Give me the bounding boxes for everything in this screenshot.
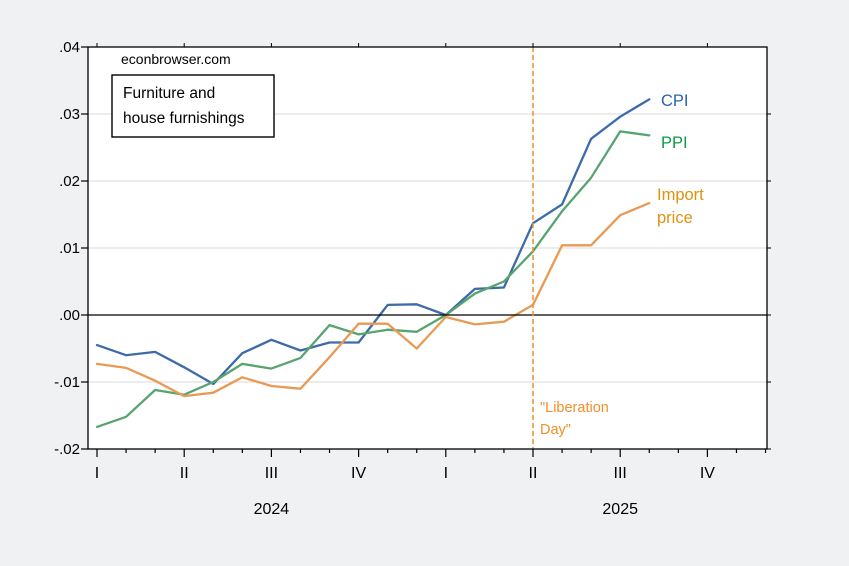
- x-axis-year-label: 2025: [602, 501, 638, 518]
- title-box-frame: [111, 74, 275, 138]
- title-line-2: house furnishings: [123, 110, 245, 127]
- x-axis-quarter-label: II: [529, 465, 538, 482]
- y-axis-tick-label: .00: [59, 307, 80, 324]
- x-axis-quarter-label: IV: [351, 465, 366, 482]
- watermark-text: econbrowser.com: [121, 51, 231, 67]
- liberation-day-annotation-line1: "Liberation: [540, 400, 609, 416]
- y-axis-tick-label: .04: [59, 39, 80, 56]
- y-axis-tick-label: -.02: [54, 441, 80, 458]
- axis-ticks-layer: [81, 43, 771, 457]
- x-axis-quarter-label: I: [444, 465, 448, 482]
- x-axis-quarter-label: II: [180, 465, 189, 482]
- axis-labels-layer: .04.03.02.01.00-.01-.02I II III IV I II III IV2…: [54, 39, 715, 518]
- x-axis-quarter-label: III: [265, 465, 278, 482]
- cpi-series-label: CPI: [661, 92, 689, 110]
- liberation-day-annotation-line2: Day": [540, 422, 571, 438]
- import-price-line: [95, 201, 651, 398]
- y-axis-tick-label: .01: [59, 240, 80, 257]
- title-box: Furniture and house furnishings: [111, 74, 275, 138]
- title-line-1: Furniture and: [123, 85, 215, 102]
- import-price-label-line2: price: [657, 209, 693, 227]
- y-axis-tick-label: .03: [59, 106, 80, 123]
- data-series-layer: [95, 98, 651, 429]
- x-axis-quarter-label: IV: [700, 465, 715, 482]
- y-axis-tick-label: -.01: [54, 374, 80, 391]
- y-axis-tick-label: .02: [59, 173, 80, 190]
- ppi-line: [95, 130, 651, 429]
- x-axis-quarter-label: I: [95, 465, 99, 482]
- ppi-series-label: PPI: [661, 134, 688, 152]
- import-price-label-line1: Import: [657, 186, 704, 204]
- plot-frame: [87, 46, 768, 450]
- x-axis-year-label: 2024: [254, 501, 290, 518]
- x-axis-quarter-label: III: [614, 465, 627, 482]
